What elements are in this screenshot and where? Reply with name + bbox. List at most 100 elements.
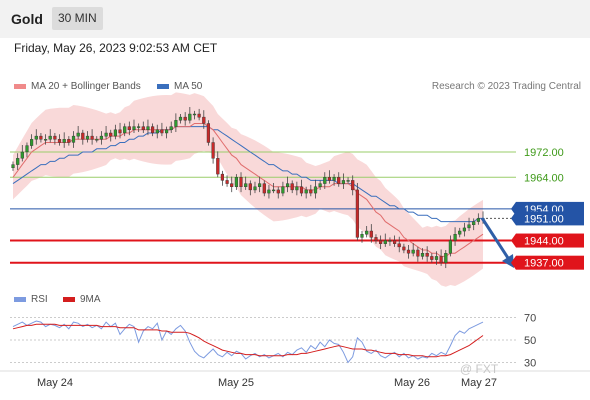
bull-candle — [472, 221, 476, 226]
legend-rsi-ma: 9MA — [63, 294, 101, 305]
bull-candle — [388, 240, 392, 242]
rsi-ma-line — [12, 323, 484, 358]
bull-candle — [253, 186, 257, 191]
legend-ma50: MA 50 — [157, 81, 202, 92]
bear-candle — [397, 243, 401, 248]
bull-candle — [71, 135, 76, 143]
bull-candle — [267, 189, 271, 194]
bull-candle — [234, 177, 238, 188]
bull-candle — [16, 158, 20, 165]
forecast-arrow-head — [502, 254, 514, 268]
legend-rsi: RSI — [14, 294, 48, 305]
bull-candle — [174, 120, 178, 127]
bear-candle — [225, 180, 229, 184]
bull-candle — [48, 135, 52, 140]
forecast-arrow-shaft — [480, 217, 510, 259]
bull-candle — [25, 145, 29, 153]
bull-candle — [332, 177, 336, 181]
watermark: @ FXT — [460, 362, 499, 376]
rsi-ma-legend-label: 9MA — [80, 294, 101, 305]
price-label-1972.00: 1972.00 — [524, 147, 564, 159]
bull-candle — [62, 139, 66, 143]
bear-candle — [90, 135, 94, 140]
bear-candle — [406, 249, 411, 254]
bear-candle — [127, 126, 131, 130]
bull-candle — [95, 139, 99, 141]
rsi-tick-70: 70 — [524, 313, 536, 325]
bear-candle — [53, 135, 57, 140]
bull-candle — [360, 233, 364, 238]
bear-candle — [109, 132, 113, 137]
bull-candle — [341, 180, 345, 184]
bull-candle — [444, 252, 448, 263]
bull-candle — [272, 189, 276, 192]
bear-candle — [351, 180, 355, 191]
bear-candle — [262, 183, 266, 194]
bear-candle — [393, 240, 397, 244]
bear-candle — [416, 249, 420, 257]
bull-candle — [188, 113, 192, 121]
bull-candle — [295, 186, 299, 191]
bull-candle — [476, 218, 480, 222]
price-tag-1944.00 — [516, 233, 584, 248]
bull-candle — [383, 240, 387, 244]
bull-candle — [104, 132, 108, 137]
bull-candle — [411, 249, 415, 254]
bear-candle — [369, 230, 373, 238]
bull-candle — [281, 186, 285, 194]
bull-candle — [462, 227, 466, 232]
bear-candle — [39, 135, 43, 140]
bear-candle — [183, 116, 187, 121]
bull-candle — [434, 256, 439, 260]
bull-candle — [44, 139, 48, 141]
instrument-name: Gold — [11, 11, 43, 27]
price-tag-pointer — [511, 211, 516, 226]
bull-candle — [448, 240, 452, 254]
bear-candle — [309, 189, 313, 194]
bear-candle — [379, 240, 383, 244]
bear-candle — [402, 246, 406, 251]
bull-candle — [113, 129, 117, 137]
price-tag-pointer — [511, 255, 516, 270]
bull-candle — [192, 113, 197, 116]
bear-candle — [374, 237, 378, 241]
bull-candle — [99, 135, 103, 140]
bear-candle — [57, 139, 62, 143]
bull-candle — [178, 116, 183, 121]
bear-candle — [430, 256, 434, 260]
bear-candle — [216, 158, 220, 175]
price-tag-1951.00 — [516, 211, 584, 226]
bear-candle — [248, 183, 252, 191]
bull-candle — [458, 230, 462, 235]
bull-candle — [304, 189, 308, 194]
timeframe-button[interactable]: 30 MIN — [52, 7, 103, 30]
bull-candle — [453, 233, 457, 241]
bear-candle — [425, 252, 429, 257]
rsi-tick-50: 50 — [524, 335, 536, 347]
bull-candle — [34, 135, 38, 140]
bear-candle — [276, 189, 280, 194]
bear-candle — [206, 123, 210, 143]
bull-candle — [164, 129, 169, 134]
x-tick-May-26: May 26 — [394, 377, 430, 389]
price-tag-1937.00 — [516, 255, 584, 270]
x-tick-May-27: May 27 — [461, 377, 497, 389]
bull-candle — [76, 132, 80, 137]
bear-candle — [202, 116, 206, 124]
ma20-legend-label: MA 20 + Bollinger Bands — [31, 81, 141, 92]
bull-candle — [286, 183, 290, 188]
bull-candle — [313, 186, 318, 194]
bear-candle — [290, 183, 294, 191]
bull-candle — [318, 183, 322, 188]
bear-candle — [327, 177, 331, 181]
ma50-line — [12, 126, 483, 223]
bear-candle — [299, 186, 304, 194]
price-label-1944.00: 1944.00 — [524, 236, 564, 248]
bollinger-band — [13, 92, 483, 287]
bull-candle — [169, 126, 173, 130]
bull-candle — [11, 164, 15, 169]
bear-candle — [230, 183, 234, 188]
rsi-ma-swatch — [63, 296, 75, 302]
bear-candle — [439, 256, 443, 263]
